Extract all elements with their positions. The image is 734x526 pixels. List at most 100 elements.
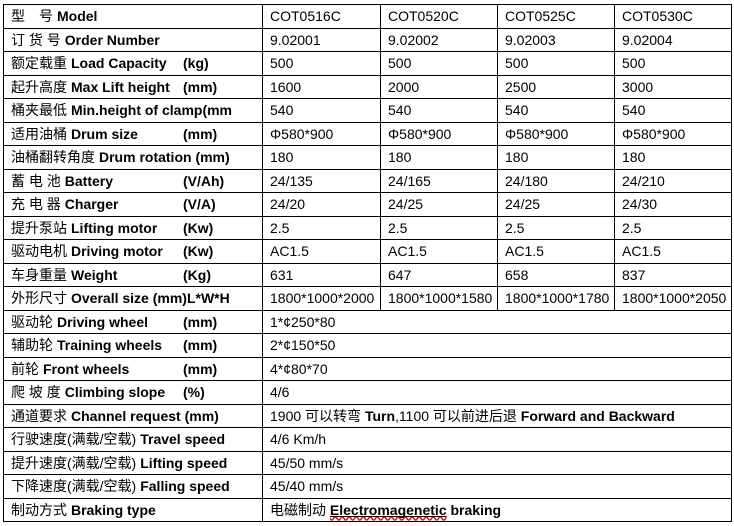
spec-value-cell: Φ580*900: [497, 121, 615, 146]
spec-label-cn: 辅助轮: [11, 337, 53, 354]
spec-label-cell: 车身重量 Weight (Kg): [3, 262, 263, 287]
spec-label-unit: (mm): [183, 78, 218, 95]
table-row: 制动方式 Braking type 电磁制动 Electromagenetic br…: [3, 497, 732, 522]
spec-label-en: Model: [57, 8, 98, 25]
spec-value-cell: 500: [614, 51, 732, 76]
table-row: 额定载重 Load Capacity (kg) 500 500 500 500: [3, 51, 732, 76]
table-row: 型 号 Model COT0516C COT0520C COT0525C COT0530C: [3, 4, 732, 29]
spec-label-cn: 下降速度(满载/空载): [11, 478, 137, 495]
table-row: 桶夹最低 Min.height of clamp(mm 540 540 540 540: [3, 98, 732, 123]
spec-label-cn: 型 号: [11, 8, 53, 25]
spec-label-unit: (V/A): [183, 196, 216, 213]
spec-value-cell: 1800*1000*1580: [380, 286, 498, 311]
spec-label-cell: 提升泵站 Lifting motor (Kw): [3, 215, 263, 240]
spec-value-cell: 3000: [614, 74, 732, 99]
spec-label-cn: 蓄 电 池: [11, 172, 61, 189]
table-row: 通道要求 Channel request (mm) 1900 可以转弯 Turn,1…: [3, 403, 732, 428]
spec-value-cell: 4*¢80*70: [262, 356, 732, 381]
spec-label-unit: (Kw): [183, 243, 214, 260]
spec-label-en: Lifting speed: [140, 454, 228, 471]
spec-label-cell: 爬 坡 度 Climbing slope (%): [3, 380, 263, 405]
spec-label-cell: 桶夹最低 Min.height of clamp(mm: [3, 98, 263, 123]
spec-label-cell: 起升高度 Max Lift height (mm): [3, 74, 263, 99]
spec-label-en: Climbing slope: [64, 384, 166, 401]
spec-value-cell: COT0525C: [497, 4, 615, 29]
spec-label-cn: 油桶翻转角度: [11, 149, 95, 166]
spec-value-cell: AC1.5: [614, 239, 732, 264]
spec-value-cell: 180: [262, 145, 381, 170]
table-row: 前轮 Front wheels (mm) 4*¢80*70: [3, 356, 732, 381]
spec-label-unit: (mm): [183, 125, 218, 142]
spec-label-en: Charger: [64, 196, 119, 213]
spec-label-cn: 前轮: [11, 360, 39, 377]
spec-label-cn: 桶夹最低: [11, 102, 67, 119]
spec-label-cell: 充 电 器 Charger (V/A): [3, 192, 263, 217]
spec-value-cell: AC1.5: [380, 239, 498, 264]
table-row: 行驶速度(满载/空载) Travel speed 4/6 Km/h: [3, 427, 732, 452]
spec-value-cell: 9.02004: [614, 27, 732, 52]
spec-value-cell: 2500: [497, 74, 615, 99]
spec-label-en: Travel speed: [140, 431, 226, 448]
spec-value-cell: 1600: [262, 74, 381, 99]
spec-label-cell: 通道要求 Channel request (mm): [3, 403, 263, 428]
spec-value-cell: 9.02001: [262, 27, 381, 52]
spec-label-en: Lifting motor: [71, 219, 158, 236]
spec-value-cell: 1900 可以转弯 Turn,1100 可以前进后退 Forward and B…: [262, 403, 732, 428]
spec-value-part: Turn: [364, 407, 396, 424]
spec-label-en: Driving wheel: [57, 313, 149, 330]
underlined-word: Electromagenetic: [329, 501, 447, 518]
spec-value-cell: 1*¢250*80: [262, 309, 732, 334]
spec-value-cell: 9.02003: [497, 27, 615, 52]
spec-label-cn: 制动方式: [11, 501, 67, 518]
spec-label-en: Falling speed: [140, 478, 230, 495]
spec-label-cell: 前轮 Front wheels (mm): [3, 356, 263, 381]
spec-value-cell: 658: [497, 262, 615, 287]
spec-value-cell: 2000: [380, 74, 498, 99]
spec-label-cell: 提升速度(满载/空载) Lifting speed: [3, 450, 263, 475]
spec-value-cell: 500: [380, 51, 498, 76]
spec-value-part: ,1100 可以前进后退: [395, 407, 521, 424]
spec-label-cell: 下降速度(满载/空载) Falling speed: [3, 474, 263, 499]
spec-value-cell: 1800*1000*2000: [262, 286, 381, 311]
spec-value-cell: 180: [497, 145, 615, 170]
spec-label-cell: 驱动电机 Driving motor (Kw): [3, 239, 263, 264]
spec-value-cell: 45/40 mm/s: [262, 474, 732, 499]
spec-label-cell: 型 号 Model: [3, 4, 263, 29]
spec-value-part: 1900 可以转弯: [270, 407, 365, 424]
spec-label-en: Training wheels: [57, 337, 163, 354]
spec-value-cell: 24/180: [497, 168, 615, 193]
spec-label-cn: 通道要求: [11, 407, 67, 424]
spec-value-cell: 540: [380, 98, 498, 123]
spec-table: 型 号 Model COT0516C COT0520C COT0525C COT0530C…: [3, 4, 732, 522]
spec-value-cell: 4/6: [262, 380, 732, 405]
spec-value-cell: Φ580*900: [380, 121, 498, 146]
spec-label-en: Braking type: [71, 501, 156, 518]
spec-label-cn: 适用油桶: [11, 125, 67, 142]
spec-value-cell: 1800*1000*1780: [497, 286, 615, 311]
spec-label-cn: 起升高度: [11, 78, 67, 95]
spec-label-en: Order Number: [64, 31, 160, 48]
spec-label-cn: 行驶速度(满载/空载): [11, 431, 137, 448]
spec-label-cell: 适用油桶 Drum size (mm): [3, 121, 263, 146]
spec-label-en: Overall size (mm)L*W*H: [71, 290, 230, 307]
spec-value-cell: AC1.5: [497, 239, 615, 264]
spec-label-unit: (Kw): [183, 219, 214, 236]
table-row: 驱动轮 Driving wheel (mm) 1*¢250*80: [3, 309, 732, 334]
spec-value-cell: 540: [614, 98, 732, 123]
table-row: 适用油桶 Drum size (mm) Φ580*900 Φ580*900 Φ580*90…: [3, 121, 732, 146]
spec-label-en: Channel request (mm): [71, 407, 219, 424]
spec-value-cell: 24/165: [380, 168, 498, 193]
spec-value-part: Forward and Backward: [520, 407, 675, 424]
table-row: 订 货 号 Order Number 9.02001 9.02002 9.02003 9.…: [3, 27, 732, 52]
table-row: 辅助轮 Training wheels (mm) 2*¢150*50: [3, 333, 732, 358]
spec-label-unit: (mm): [183, 337, 218, 354]
spec-label-cn: 提升泵站: [11, 219, 67, 236]
spec-value-cell: 180: [614, 145, 732, 170]
spec-value-cell: 24/135: [262, 168, 381, 193]
spec-value-cell: 500: [262, 51, 381, 76]
spellcheck-underline: Electromagenetic: [330, 502, 447, 518]
spec-label-cell: 制动方式 Braking type: [3, 497, 263, 522]
spec-value-cell: 180: [380, 145, 498, 170]
spec-label-cn: 爬 坡 度: [11, 384, 61, 401]
